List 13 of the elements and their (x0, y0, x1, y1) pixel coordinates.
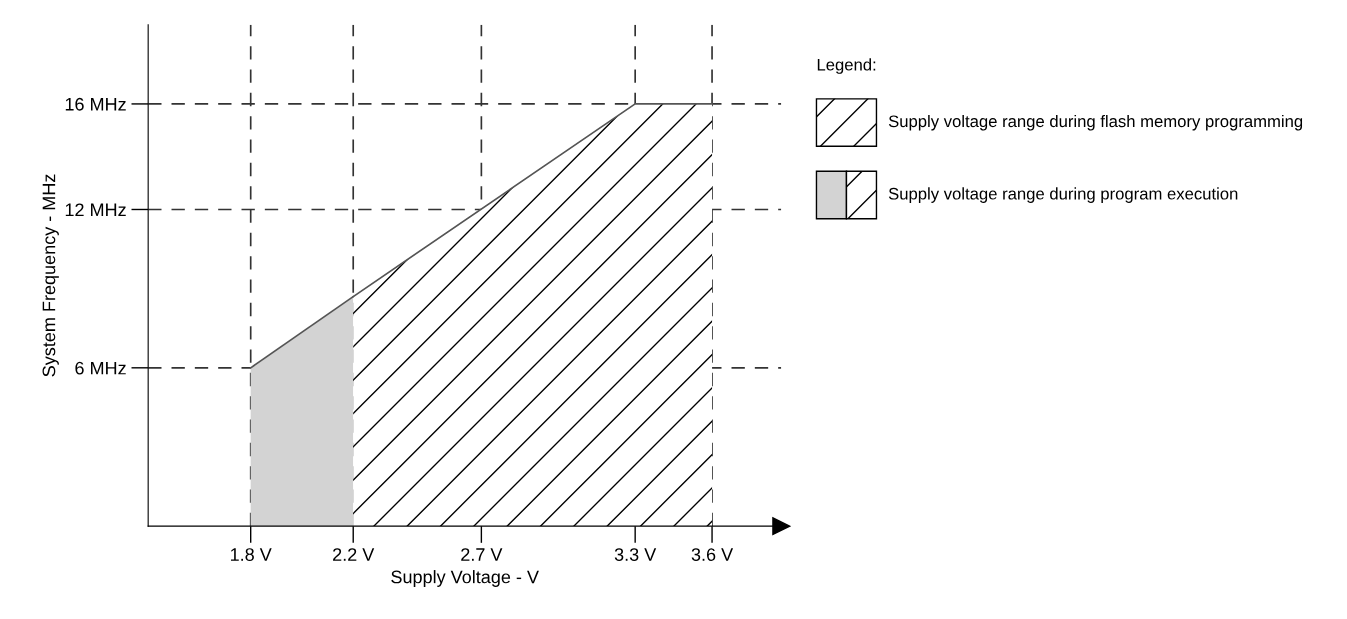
text: Supply voltage range during program execution (888, 187, 1238, 203)
x-tick-label: 2.7 V (461, 548, 503, 561)
y-tick-label: 16 MHz (65, 97, 126, 111)
x-tick-label: 1.8 V (230, 548, 272, 561)
y-axis-title: System Frequency - MHz (42, 174, 59, 377)
x-tick-label: 3.6 V (691, 548, 734, 561)
y-tick-label: 12 MHz (65, 203, 126, 217)
x-tick-label: 3.3 V (614, 548, 657, 561)
text: Supply voltage range during flash memory programming (888, 114, 1303, 131)
legend-title: Legend: (817, 58, 876, 74)
x-tick-label: 2.2 V (333, 548, 375, 561)
y-tick-label: 6 MHz (75, 361, 126, 375)
x-axis-title: Supply Voltage - V (391, 570, 539, 587)
